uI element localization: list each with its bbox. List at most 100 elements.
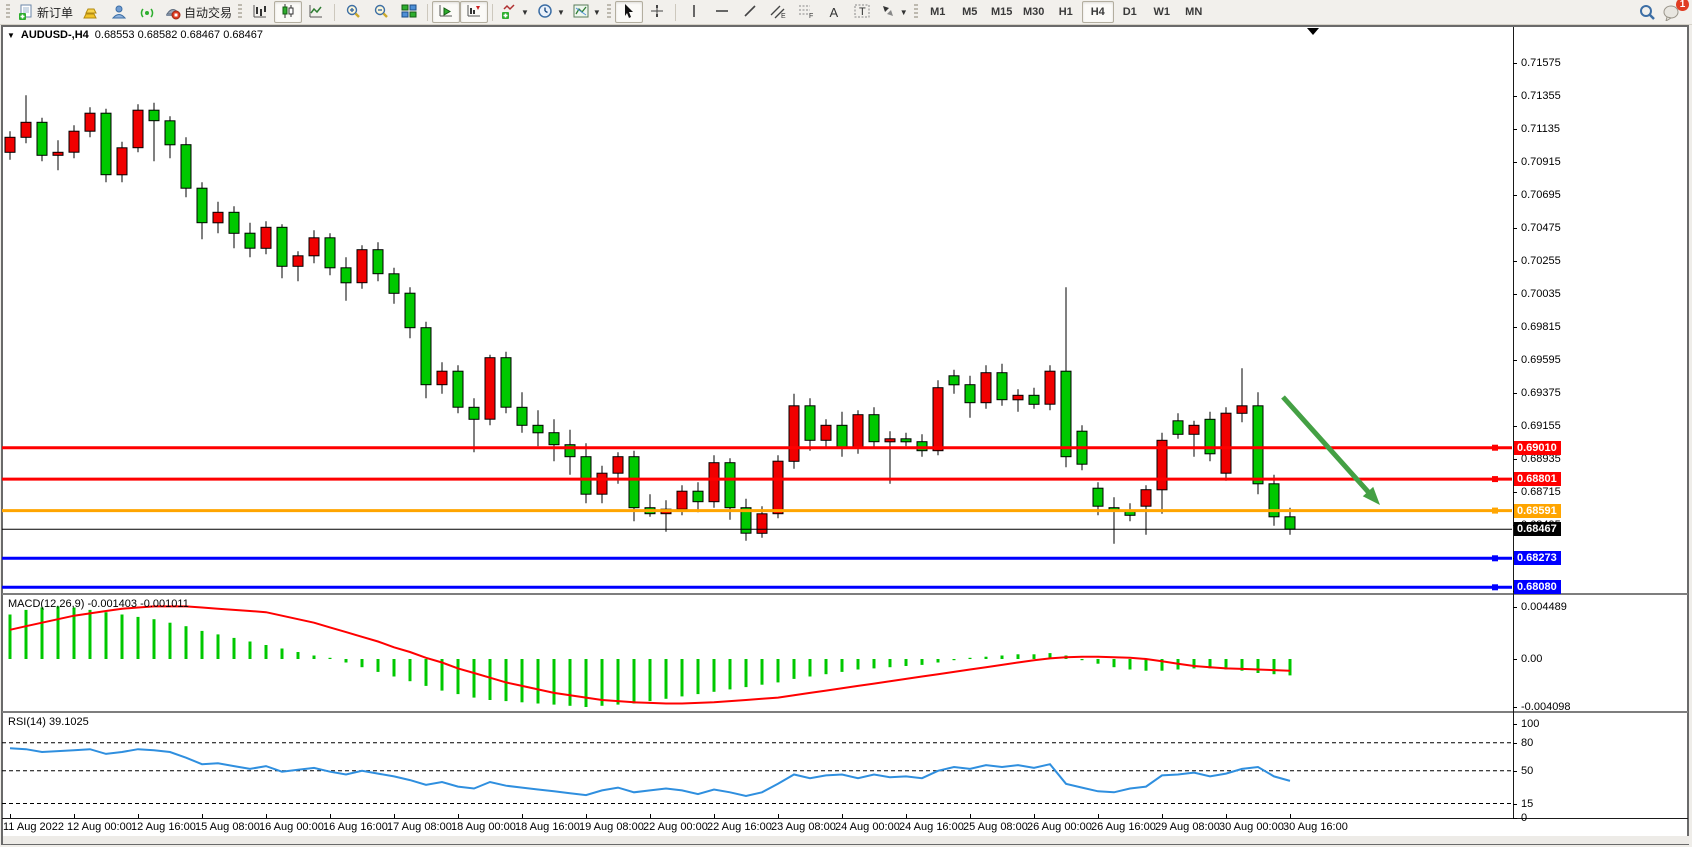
new-order-icon xyxy=(18,4,34,20)
date-label: 12 Aug 00:00 xyxy=(67,821,132,833)
fibonacci-icon: F xyxy=(797,3,815,22)
toolbar-grip[interactable] xyxy=(606,4,611,20)
price-tick: 0.70035 xyxy=(1521,288,1561,300)
zoom-out-icon xyxy=(373,3,389,22)
templates-button[interactable]: ▼ xyxy=(569,1,605,23)
deposit-button[interactable] xyxy=(77,1,105,23)
fibonacci-tool[interactable]: F xyxy=(792,1,820,23)
zoom-out-button[interactable] xyxy=(367,1,395,23)
new-order-button[interactable]: 新订单 xyxy=(14,1,77,23)
price-tag-0.68080: 0.68080 xyxy=(1514,580,1561,595)
vertical-line-icon xyxy=(687,3,701,22)
macd-pane-separator[interactable] xyxy=(2,593,1688,595)
timeframe-m30[interactable]: M30 xyxy=(1023,6,1045,18)
price-tick: 0.68715 xyxy=(1521,486,1561,498)
date-label: 29 Aug 08:00 xyxy=(1155,821,1220,833)
profile-button[interactable] xyxy=(105,1,133,23)
toolbar-separator xyxy=(427,3,429,21)
timeframe-m15[interactable]: M15 xyxy=(991,6,1013,18)
price-axis-line xyxy=(1513,27,1514,818)
chat-notification-button[interactable]: 1 xyxy=(1662,0,1689,21)
line-chart-button[interactable] xyxy=(302,1,330,23)
horizontal-line-tool[interactable] xyxy=(708,1,736,23)
new-order-label: 新订单 xyxy=(37,5,74,20)
chart-symbol-timeframe: AUDUSD-,H4 xyxy=(20,29,89,41)
auto-trading-icon xyxy=(165,4,181,20)
timeframe-d1[interactable]: D1 xyxy=(1122,6,1137,18)
text-label-tool[interactable]: T xyxy=(848,1,876,23)
svg-text:E: E xyxy=(781,13,786,19)
crosshair-button[interactable] xyxy=(643,1,671,23)
macd-tick: 0.004489 xyxy=(1521,600,1567,613)
main-toolbar: 新订单 自动交易 xyxy=(0,0,1692,25)
rsi-name: RSI(14) xyxy=(8,716,46,728)
price-tick: 0.71355 xyxy=(1521,90,1561,102)
price-tick: 0.70695 xyxy=(1521,189,1561,201)
rsi-value: 39.1025 xyxy=(48,716,89,728)
macd-values: -0.001403 -0.001011 xyxy=(87,598,189,610)
signals-button[interactable] xyxy=(133,1,161,23)
price-tag-0.68801: 0.68801 xyxy=(1514,472,1561,487)
price-tick: 0.70475 xyxy=(1521,222,1561,234)
timeframe-h1[interactable]: H1 xyxy=(1058,6,1073,18)
template-icon xyxy=(573,3,589,22)
date-label: 30 Aug 00:00 xyxy=(1219,821,1284,833)
toolbar-grip[interactable] xyxy=(6,4,10,20)
profile-icon xyxy=(111,4,127,20)
timeframe-h4[interactable]: H4 xyxy=(1081,1,1114,23)
toolbar-right-group: 1 xyxy=(1638,0,1689,21)
time-axis-line xyxy=(2,818,1688,819)
auto-trading-button[interactable]: 自动交易 xyxy=(161,1,236,23)
toolbar-grip[interactable] xyxy=(913,4,918,20)
tile-windows-button[interactable] xyxy=(395,1,423,23)
periods-button[interactable]: ▼ xyxy=(533,1,569,23)
date-label: 11 Aug 2022 xyxy=(3,821,64,833)
chevron-down-icon: ▼ xyxy=(556,7,565,17)
indicators-icon xyxy=(501,3,517,22)
channel-icon: E xyxy=(769,3,787,22)
chart-shift-button[interactable] xyxy=(460,1,489,23)
rsi-tick: 100 xyxy=(1521,718,1540,730)
search-icon[interactable] xyxy=(1638,3,1656,21)
auto-scroll-button[interactable] xyxy=(432,1,461,23)
date-label: 24 Aug 00:00 xyxy=(835,821,900,833)
one-click-trading-expander[interactable]: ▼ xyxy=(7,30,15,40)
macd-tick: -0.004098 xyxy=(1521,700,1571,713)
vertical-line-tool[interactable] xyxy=(680,1,708,23)
arrows-tool[interactable]: ▼ xyxy=(876,1,912,23)
trend-arrow-annotation xyxy=(1281,395,1376,500)
timeframe-m5[interactable]: M5 xyxy=(962,6,978,18)
trendline-tool[interactable] xyxy=(736,1,764,23)
rsi-label: RSI(14) 39.1025 xyxy=(8,716,89,728)
candlestick-chart-button[interactable] xyxy=(274,1,303,23)
cursor-button[interactable] xyxy=(614,1,643,23)
date-label: 18 Aug 16:00 xyxy=(515,821,580,833)
line-chart-icon xyxy=(308,3,324,22)
date-label: 23 Aug 08:00 xyxy=(771,821,836,833)
equidistant-channel-tool[interactable]: E xyxy=(764,1,792,23)
rsi-indicator-pane[interactable] xyxy=(2,713,1513,818)
gold-bars-icon xyxy=(83,4,99,20)
date-label: 26 Aug 16:00 xyxy=(1091,821,1156,833)
indicators-button[interactable]: ▼ xyxy=(497,1,533,23)
rsi-tick: 50 xyxy=(1521,764,1534,777)
date-label: 19 Aug 08:00 xyxy=(579,821,644,833)
timeframe-mn[interactable]: MN xyxy=(1185,6,1203,18)
text-label-icon: T xyxy=(853,3,871,22)
timeframe-m1[interactable]: M1 xyxy=(930,6,946,18)
candlestick-chart[interactable] xyxy=(2,26,1513,595)
rsi-pane-separator[interactable] xyxy=(2,711,1688,713)
crosshair-icon xyxy=(649,3,665,22)
toolbar-grip[interactable] xyxy=(238,4,243,20)
zoom-in-button[interactable] xyxy=(339,1,367,23)
rsi-tick: 80 xyxy=(1521,736,1534,749)
macd-indicator-pane[interactable] xyxy=(2,595,1513,713)
horizontal-line-icon xyxy=(714,3,730,22)
timeframe-w1[interactable]: W1 xyxy=(1153,6,1170,18)
bar-chart-button[interactable] xyxy=(246,1,274,23)
price-tick: 0.71575 xyxy=(1521,57,1561,69)
text-tool[interactable]: A xyxy=(820,1,848,23)
date-label: 18 Aug 00:00 xyxy=(451,821,516,833)
auto-scroll-icon xyxy=(438,3,454,22)
